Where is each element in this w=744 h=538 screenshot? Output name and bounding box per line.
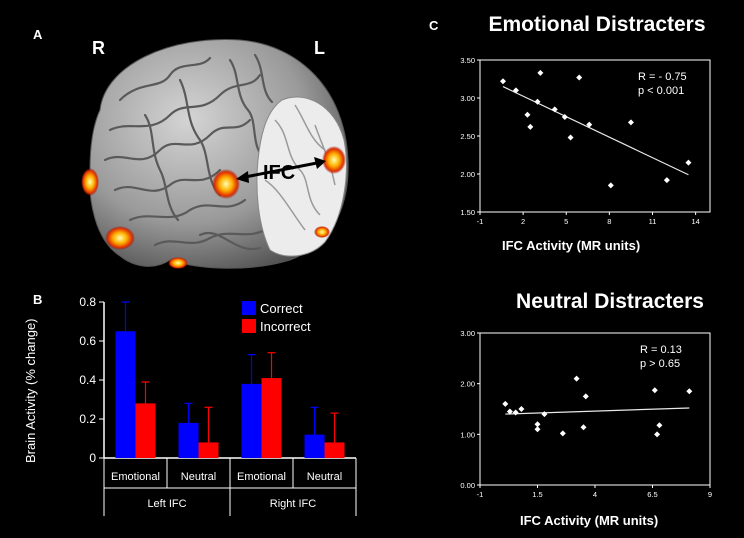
scatter2-fit-line [505,407,690,415]
scatter1-point [627,119,634,126]
bar-ylabel: Brain Activity (% change) [23,318,38,463]
scatter2-title: Neutral Distracters [516,290,704,313]
scatter1-xtick-label: 8 [607,217,611,226]
bar-category-label: Emotional [237,471,286,483]
bar-ytick-label: 0 [89,451,96,465]
scatter2-ytick-label: 0.00 [460,481,475,490]
scatter2-point [656,422,663,429]
scatter2-point [506,408,513,415]
bar-incorrect [198,442,219,458]
legend-swatch-incorrect [242,319,256,333]
scatter2-xlabel: IFC Activity (MR units) [520,513,659,528]
scatter2-point [534,421,541,428]
legend-label-incorrect: Incorrect [260,319,311,334]
scatter2-xtick-label: 4 [593,490,597,499]
scatter2-point [686,388,693,395]
scatter2-point [512,409,519,416]
scatter2-point [541,411,548,418]
legend-label-correct: Correct [260,301,303,316]
hemisphere-right-label: R [92,38,105,58]
scatter2-point [559,430,566,437]
scatter2-xtick-label: 1.5 [532,490,542,499]
scatter1-point [663,177,670,184]
bar-category-label: Neutral [307,471,342,483]
scatter1-xtick-label: 2 [521,217,525,226]
scatter1-point [576,74,583,81]
scatter1-stat-label: p < 0.001 [638,85,684,97]
scatter1-plot: 1.50 2.00 2.50 3.00 3.50 -1 2 5 8 11 14 R = - 0.75 p… [460,56,711,226]
bar-correct [241,383,262,458]
scatter2-point [654,431,661,438]
scatter1-stat-label: R = - 0.75 [638,71,687,83]
bar-ytick-label: 0.4 [79,373,96,387]
scatter1-xtick-label: -1 [477,217,484,226]
scatter1-point [534,98,541,105]
bar-ytick-label: 0.8 [79,295,96,309]
scatter2-point [582,393,589,400]
scatter1-xtick-label: 11 [649,217,657,226]
scatter1-title: Emotional Distracters [488,13,706,36]
hemisphere-left-label: L [314,38,325,58]
bar-ytick-label: 0.6 [79,334,96,348]
scatter2-plot: 0.00 1.00 2.00 3.00 -1 1.5 4 6.5 9 R = 0.13 p > 0.… [460,329,712,499]
scatter1-ytick-label: 3.50 [460,56,475,65]
panel-label-a: A [33,27,43,42]
scatter1-point [685,159,692,166]
scatter2-xtick-label: 9 [708,490,712,499]
panel-label-b: B [33,292,43,307]
scatter2-stat-label: R = 0.13 [640,344,682,356]
bar-incorrect [261,378,282,458]
scatter1-point [586,121,593,128]
bar-correct [178,422,199,458]
bar-group-label: Left IFC [147,498,186,510]
scatter1-point [512,87,519,94]
bar-category-label: Neutral [181,471,216,483]
scatter1-point [561,114,568,120]
scatter2-xtick-label: -1 [477,490,484,499]
bar-incorrect [135,403,156,458]
scatter1-ytick-label: 1.50 [460,208,475,217]
scatter2-xtick-label: 6.5 [647,490,657,499]
scatter2-ytick-label: 2.00 [460,380,475,389]
scatter1-ytick-label: 2.50 [460,132,475,141]
scatter2-point [518,406,525,412]
scatter1-xlabel: IFC Activity (MR units) [502,238,641,253]
scatter1-point [527,123,534,130]
scatter1-point [551,106,558,113]
bar-ytick-label: 0.2 [79,412,96,426]
scatter2-ytick-label: 3.00 [460,329,475,338]
scatter2-point [651,387,658,394]
scatter1-point [607,182,614,189]
bar-chart: 0 0.2 0.4 0.6 0.8 Emotional Neutral Emotional Ne… [79,295,357,516]
bar-incorrect [324,442,345,458]
scatter1-ytick-label: 2.00 [460,170,475,179]
bar-category-label: Emotional [111,471,160,483]
scatter2-ytick-label: 1.00 [460,430,475,439]
panel-label-c: C [429,18,439,33]
scatter1-xtick-label: 5 [564,217,568,226]
brain-render [81,38,349,269]
scatter1-ytick-label: 3.00 [460,94,475,103]
bar-group-label: Right IFC [270,498,317,510]
ifc-label: IFC [263,162,296,184]
legend-swatch-correct [242,301,256,315]
scatter1-point [537,69,544,76]
scatter2-point [580,424,587,431]
scatter2-stat-label: p > 0.65 [640,358,680,370]
bar-correct [304,434,325,458]
scatter2-point [502,400,509,407]
scatter1-point [524,111,531,118]
scatter1-xtick-label: 14 [691,217,699,226]
scatter1-point [567,134,574,141]
scatter2-point [573,375,580,382]
scatter1-fit-line [502,86,689,176]
scatter2-point [534,426,541,433]
bar-correct [115,331,136,458]
scatter1-point [500,78,506,85]
